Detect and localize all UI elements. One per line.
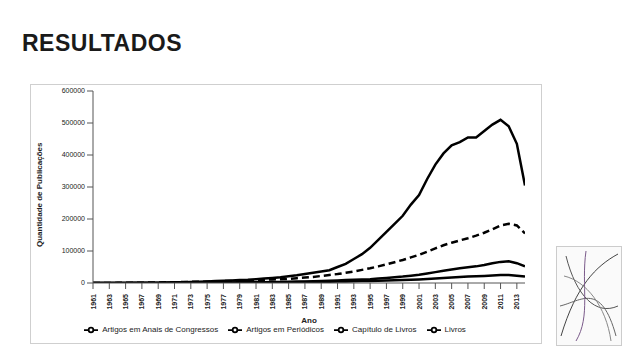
svg-text:1999: 1999 [399,294,406,310]
svg-text:500000: 500000 [62,119,85,126]
svg-text:1985: 1985 [285,294,292,310]
html-text:RESULTADOS: RESULTADOS [22,30,182,56]
svg-text:300000: 300000 [62,183,85,190]
svg-text:1983: 1983 [269,294,276,310]
svg-text:1977: 1977 [220,294,227,310]
svg-text:1987: 1987 [301,294,308,310]
svg-text:1973: 1973 [187,294,194,310]
html-text:Artigos em Periódicos: Artigos em Periódicos [246,325,324,335]
svg-text:0: 0 [81,279,85,286]
svg-text:1981: 1981 [253,294,260,310]
svg-text:1995: 1995 [367,294,374,310]
svg-text:2007: 2007 [464,294,471,310]
svg-text:1993: 1993 [350,294,357,310]
svg-text:1991: 1991 [334,294,341,310]
svg-text:2009: 2009 [481,294,488,310]
svg-text:2003: 2003 [432,294,439,310]
svg-text:Ano: Ano [301,316,317,325]
html-text:Capítulo de Livros: Capítulo de Livros [352,325,417,335]
svg-text:100000: 100000 [62,247,85,254]
svg-text:1975: 1975 [204,294,211,310]
svg-text:1979: 1979 [236,294,243,310]
svg-text:Quantidade de Publicações: Quantidade de Publicações [35,142,44,247]
html-text:Artigos em Anais de Congressos: Artigos em Anais de Congressos [102,325,219,335]
svg-text:1965: 1965 [122,294,129,310]
svg-text:1969: 1969 [155,294,162,310]
svg-text:1989: 1989 [318,294,325,310]
svg-text:1997: 1997 [383,294,390,310]
svg-text:2011: 2011 [497,294,504,309]
svg-text:2001: 2001 [416,294,423,310]
svg-text:2013: 2013 [513,294,520,310]
svg-text:1967: 1967 [138,294,145,310]
html-text:Livros: Livros [444,325,466,335]
svg-text:1963: 1963 [106,294,113,310]
svg-text:1961: 1961 [90,294,97,310]
svg-text:400000: 400000 [62,151,85,158]
svg-text:600000: 600000 [62,87,85,94]
svg-text:2005: 2005 [448,294,455,310]
svg-text:200000: 200000 [62,215,85,222]
svg-text:1971: 1971 [171,294,178,310]
